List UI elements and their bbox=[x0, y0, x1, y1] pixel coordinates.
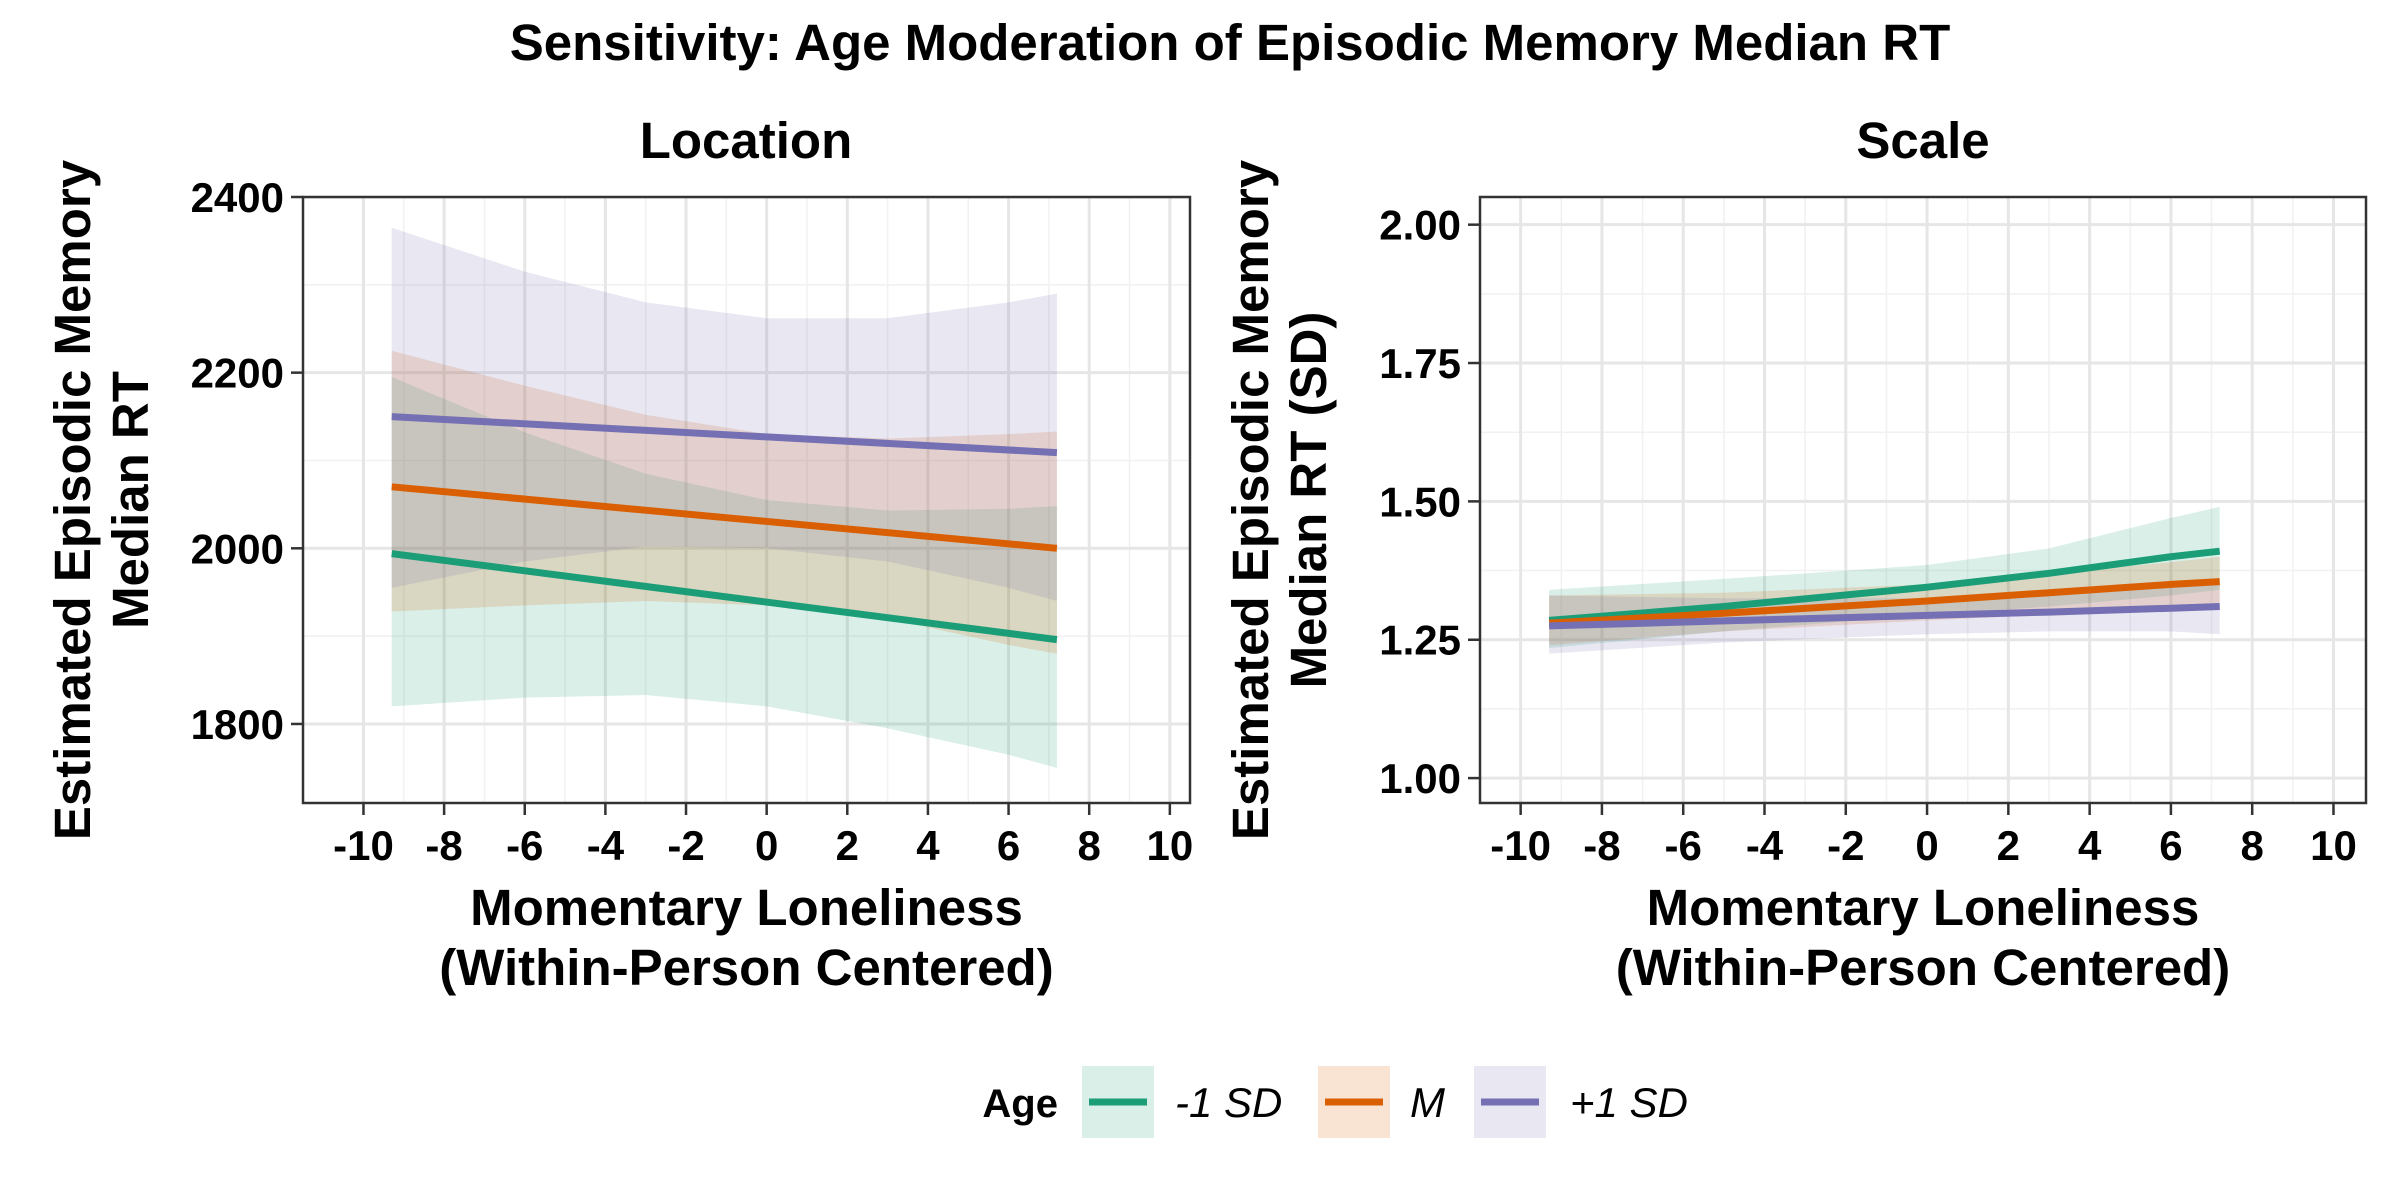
panel-title: Scale bbox=[1856, 112, 1989, 169]
y-axis: 1.00 1.25 1.50 1.75 2.00 bbox=[1379, 202, 1480, 802]
x-tick-label: -6 bbox=[506, 822, 543, 869]
x-axis: -10 -8 -6 -4 -2 0 2 4 6 8 10 bbox=[1490, 803, 2357, 869]
y-tick-label: 2.00 bbox=[1379, 202, 1461, 249]
y-axis-label: Estimated Episodic MemoryMedian RT bbox=[44, 159, 159, 840]
x-tick-label: -8 bbox=[1583, 822, 1620, 869]
x-tick-label: -4 bbox=[587, 822, 625, 869]
y-axis-label-line: Estimated Episodic Memory bbox=[44, 159, 101, 840]
x-axis: -10 -8 -6 -4 -2 0 2 4 6 8 10 bbox=[333, 803, 1193, 869]
x-tick-label: 8 bbox=[2241, 822, 2264, 869]
x-tick-label: 10 bbox=[2310, 822, 2357, 869]
x-tick-label: 4 bbox=[916, 822, 940, 869]
x-axis-label-line: (Within-Person Centered) bbox=[1616, 939, 2230, 996]
legend-label-m: M bbox=[1410, 1079, 1445, 1126]
panel-location: -10 -8 -6 -4 -2 0 2 4 6 8 10 1800 2000 2200 2400 Locati… bbox=[44, 112, 1193, 996]
panel-border bbox=[1478, 195, 2368, 805]
x-tick-label: -6 bbox=[1665, 822, 1702, 869]
x-tick-label: 8 bbox=[1078, 822, 1101, 869]
band-1-sd bbox=[391, 227, 1057, 601]
y-axis-label-line: Median RT (SD) bbox=[1280, 312, 1337, 689]
figure-title: Sensitivity: Age Moderation of Episodic … bbox=[510, 14, 1950, 71]
band-1-sd bbox=[391, 377, 1057, 768]
grid bbox=[1480, 197, 2366, 803]
x-tick-label: 0 bbox=[1915, 822, 1938, 869]
series-lines bbox=[1548, 547, 2221, 630]
y-tick-label: 1.00 bbox=[1379, 755, 1461, 802]
legend-key-1-sd bbox=[1474, 1066, 1546, 1138]
series-lines bbox=[391, 413, 1058, 644]
x-tick-label: 0 bbox=[755, 822, 778, 869]
y-tick-label: 1800 bbox=[191, 701, 284, 748]
x-tick-label: 6 bbox=[2159, 822, 2182, 869]
y-tick-label: 1.50 bbox=[1379, 478, 1461, 525]
line-1-sd bbox=[391, 550, 1058, 644]
x-tick-label: 4 bbox=[2078, 822, 2102, 869]
plot-area bbox=[303, 197, 1190, 803]
legend-key-m bbox=[1318, 1066, 1390, 1138]
y-axis-label-line: Estimated Episodic Memory bbox=[1222, 159, 1279, 840]
panel-border bbox=[301, 195, 1192, 805]
x-tick-label: -8 bbox=[425, 822, 462, 869]
x-axis-label: Momentary Loneliness (Within-Person Cente… bbox=[439, 879, 1053, 996]
legend-title: Age bbox=[982, 1082, 1058, 1126]
panel-scale: -10 -8 -6 -4 -2 0 2 4 6 8 10 1.00 1.25 1.50 1.75 2.00 Sc… bbox=[1222, 112, 2368, 996]
y-axis: 1800 2000 2200 2400 bbox=[191, 174, 303, 748]
x-tick-label: -10 bbox=[333, 822, 394, 869]
y-tick-label: 1.25 bbox=[1379, 617, 1461, 664]
x-tick-label: -2 bbox=[1827, 822, 1864, 869]
line-m bbox=[391, 483, 1058, 552]
legend: Age -1 SD M +1 SD bbox=[982, 1066, 1688, 1138]
line-1-sd bbox=[1548, 603, 2220, 630]
line-1-sd bbox=[391, 413, 1058, 457]
y-tick-label: 2000 bbox=[191, 525, 284, 572]
x-axis-label: Momentary Loneliness (Within-Person Cente… bbox=[1616, 879, 2230, 996]
legend-label-1-sd: +1 SD bbox=[1570, 1079, 1688, 1126]
y-axis-label-line: Median RT bbox=[102, 371, 159, 629]
x-axis-label-line: Momentary Loneliness bbox=[1647, 879, 2200, 936]
y-tick-label: 1.75 bbox=[1379, 340, 1461, 387]
legend-key-1-sd bbox=[1082, 1066, 1154, 1138]
x-tick-label: 2 bbox=[836, 822, 859, 869]
y-tick-label: 2400 bbox=[191, 174, 284, 221]
x-tick-label: 2 bbox=[1997, 822, 2020, 869]
y-axis-label: Estimated Episodic MemoryMedian RT (SD) bbox=[1222, 159, 1337, 840]
x-tick-label: -4 bbox=[1746, 822, 1784, 869]
x-axis-label-line: Momentary Loneliness bbox=[470, 879, 1023, 936]
panel-title: Location bbox=[640, 112, 853, 169]
x-tick-label: 6 bbox=[997, 822, 1020, 869]
y-tick-label: 2200 bbox=[191, 350, 284, 397]
x-tick-label: -2 bbox=[667, 822, 704, 869]
x-axis-label-line: (Within-Person Centered) bbox=[439, 939, 1053, 996]
line-1-sd bbox=[1548, 547, 2221, 624]
x-tick-label: 10 bbox=[1146, 822, 1193, 869]
legend-label-1-sd: -1 SD bbox=[1175, 1079, 1282, 1126]
x-tick-label: -10 bbox=[1490, 822, 1551, 869]
line-m bbox=[1548, 578, 2220, 627]
